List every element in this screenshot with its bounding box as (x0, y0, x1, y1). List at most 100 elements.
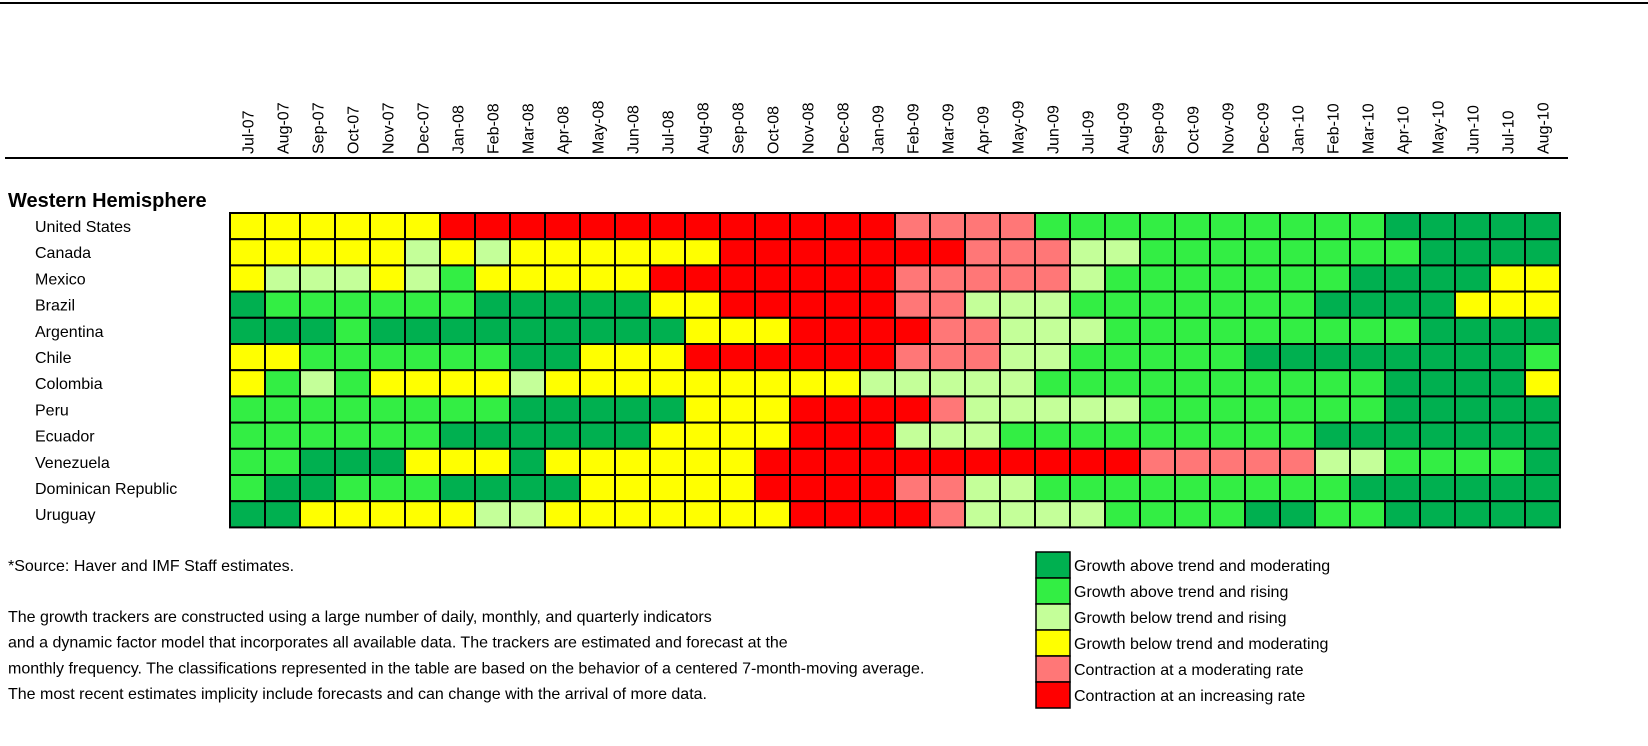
cell (509, 264, 546, 293)
cell (1034, 238, 1071, 267)
month-label: May-10 (1431, 101, 1448, 154)
cell (824, 316, 861, 345)
legend-label: Growth below trend and rising (1074, 610, 1287, 627)
cell (894, 238, 931, 267)
cell (1104, 212, 1141, 241)
cell (334, 395, 371, 424)
legend-swatch (1035, 629, 1071, 657)
cell (1034, 264, 1071, 293)
cell (1139, 290, 1176, 319)
legend-label: Contraction at an increasing rate (1074, 688, 1305, 705)
cell (439, 238, 476, 267)
cell (1209, 343, 1246, 372)
cell (719, 264, 756, 293)
cell (509, 212, 546, 241)
cell (824, 500, 861, 529)
cell (894, 474, 931, 503)
cell (369, 290, 406, 319)
cell (964, 264, 1001, 293)
cell (719, 316, 756, 345)
cell (789, 474, 826, 503)
cell (334, 343, 371, 372)
cell (929, 500, 966, 529)
country-label: Mexico (35, 271, 86, 288)
month-label: Sep-09 (1151, 102, 1168, 154)
month-label: Nov-07 (381, 102, 398, 154)
cell (439, 316, 476, 345)
cell (1244, 290, 1281, 319)
cell (1419, 264, 1456, 293)
cell (1209, 238, 1246, 267)
cell (964, 369, 1001, 398)
cell (1349, 316, 1386, 345)
country-label: Dominican Republic (35, 481, 177, 498)
month-label: Jan-10 (1291, 105, 1308, 154)
cell (544, 500, 581, 529)
cell (1174, 447, 1211, 476)
cell (1454, 343, 1491, 372)
cell (1314, 474, 1351, 503)
cell (299, 500, 336, 529)
legend-swatch (1035, 655, 1071, 683)
cell (579, 238, 616, 267)
cell (719, 369, 756, 398)
cell (964, 343, 1001, 372)
cell (1244, 369, 1281, 398)
country-label: Brazil (35, 298, 75, 315)
cell (719, 474, 756, 503)
cell (1069, 290, 1106, 319)
cell (299, 369, 336, 398)
cell (649, 212, 686, 241)
cell (929, 474, 966, 503)
cell (299, 343, 336, 372)
cell (1174, 343, 1211, 372)
cell (369, 343, 406, 372)
cell (579, 264, 616, 293)
cell (579, 316, 616, 345)
cell (1034, 447, 1071, 476)
month-label: Jul-08 (661, 110, 678, 154)
cell (1244, 343, 1281, 372)
cell (1349, 238, 1386, 267)
cell (754, 421, 791, 450)
cell (369, 212, 406, 241)
month-label: Jul-10 (1501, 110, 1518, 154)
cell (859, 369, 896, 398)
cell (789, 395, 826, 424)
month-label: Nov-09 (1221, 102, 1238, 154)
cell (1524, 238, 1561, 267)
cell (614, 343, 651, 372)
cell (1244, 238, 1281, 267)
legend-label: Contraction at a moderating rate (1074, 662, 1304, 679)
cell (1384, 369, 1421, 398)
cell (649, 447, 686, 476)
cell (1384, 290, 1421, 319)
cell (264, 316, 301, 345)
cell (334, 369, 371, 398)
cell (964, 421, 1001, 450)
cell (1034, 369, 1071, 398)
cell (684, 238, 721, 267)
cell (684, 343, 721, 372)
cell (404, 316, 441, 345)
cell (1069, 395, 1106, 424)
cell (1419, 421, 1456, 450)
cell (229, 395, 266, 424)
country-label: Chile (35, 350, 72, 367)
cell (754, 369, 791, 398)
cell (1279, 316, 1316, 345)
cell (404, 290, 441, 319)
legend-swatch (1035, 681, 1071, 709)
cell (999, 369, 1036, 398)
cell (789, 343, 826, 372)
cell (509, 447, 546, 476)
cell (1174, 264, 1211, 293)
cell (719, 500, 756, 529)
cell (614, 395, 651, 424)
cell (719, 238, 756, 267)
cell (1104, 264, 1141, 293)
cell (649, 290, 686, 319)
cell (1279, 212, 1316, 241)
cell (1384, 343, 1421, 372)
cell (824, 474, 861, 503)
